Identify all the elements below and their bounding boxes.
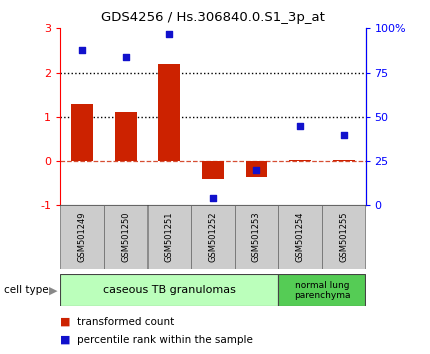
Text: GSM501251: GSM501251	[165, 212, 174, 262]
Text: GSM501255: GSM501255	[339, 212, 348, 262]
Text: percentile rank within the sample: percentile rank within the sample	[77, 335, 253, 345]
Bar	[191, 205, 234, 269]
Bar	[115, 113, 137, 161]
Bar	[202, 161, 224, 179]
Bar	[246, 161, 267, 177]
Bar	[60, 205, 104, 269]
Bar	[60, 274, 278, 306]
Text: caseous TB granulomas: caseous TB granulomas	[103, 285, 236, 295]
Bar	[104, 205, 147, 269]
Text: ■: ■	[60, 335, 71, 345]
Point	[209, 195, 216, 201]
Text: ■: ■	[60, 317, 71, 327]
Bar	[71, 104, 93, 161]
Text: ▶: ▶	[49, 285, 58, 295]
Text: transformed count: transformed count	[77, 317, 175, 327]
Point	[253, 167, 260, 173]
Bar	[158, 64, 180, 161]
Bar	[235, 205, 278, 269]
Text: GSM501250: GSM501250	[121, 212, 130, 262]
Bar	[278, 274, 366, 306]
Text: GSM501249: GSM501249	[77, 212, 86, 262]
Point	[166, 31, 173, 36]
Title: GDS4256 / Hs.306840.0.S1_3p_at: GDS4256 / Hs.306840.0.S1_3p_at	[101, 11, 325, 24]
Bar	[322, 205, 366, 269]
Text: GSM501254: GSM501254	[295, 212, 304, 262]
Text: GSM501252: GSM501252	[209, 212, 217, 262]
Point	[79, 47, 86, 52]
Text: cell type: cell type	[4, 285, 49, 295]
Point	[122, 54, 129, 59]
Text: normal lung
parenchyma: normal lung parenchyma	[294, 281, 350, 300]
Point	[297, 123, 304, 129]
Bar	[147, 205, 191, 269]
Text: GSM501253: GSM501253	[252, 212, 261, 263]
Bar	[333, 160, 355, 161]
Point	[340, 132, 347, 137]
Bar	[289, 160, 311, 161]
Bar	[278, 205, 322, 269]
